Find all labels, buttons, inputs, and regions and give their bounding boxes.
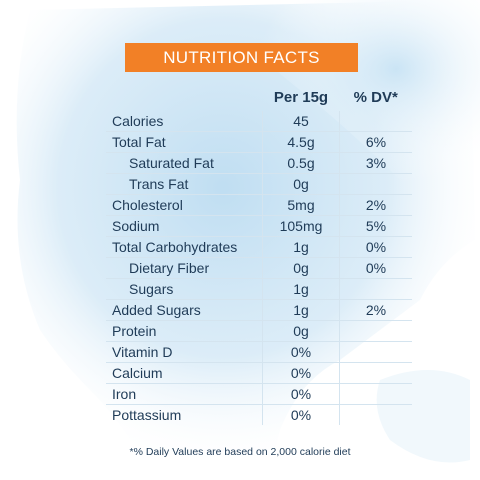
blank-header-cell xyxy=(106,83,263,111)
table-row: Calories 45 xyxy=(106,111,412,132)
nutrient-name: Total Carbohydrates xyxy=(106,236,263,258)
dv-column-header: % DV* xyxy=(353,88,398,106)
nutrient-daily-value: 2% xyxy=(339,299,412,321)
table-row: Sugars 1g xyxy=(106,278,412,300)
table-row: Trans Fat 0g xyxy=(106,173,412,195)
nutrient-amount: 0% xyxy=(262,404,340,425)
table-row: Added Sugars 1g 2% xyxy=(106,299,412,321)
table-row: Cholesterol 5mg 2% xyxy=(106,194,412,216)
table-row: Vitamin D 0% xyxy=(106,341,412,363)
nutrient-amount: 105mg xyxy=(262,215,340,237)
nutrient-daily-value xyxy=(339,341,412,363)
table-row: Sodium 105mg 5% xyxy=(106,215,412,237)
nutrient-name: Saturated Fat xyxy=(106,152,263,174)
nutrient-name: Protein xyxy=(106,320,263,342)
nutrition-table: Per 15g % DV* Calories 45 Total Fat 4.5g 6% S… xyxy=(106,83,412,425)
nutrient-amount: 0g xyxy=(262,257,340,279)
nutrient-name: Sugars xyxy=(106,278,263,300)
nutrient-daily-value: 2% xyxy=(339,194,412,216)
nutrient-amount: 0g xyxy=(262,320,340,342)
nutrient-amount: 0% xyxy=(262,341,340,363)
nutrient-daily-value: 6% xyxy=(339,131,412,153)
nutrient-name: Added Sugars xyxy=(106,299,263,321)
nutrient-name: Vitamin D xyxy=(106,341,263,363)
nutrient-name: Iron xyxy=(106,383,263,405)
nutrient-daily-value xyxy=(339,383,412,405)
nutrient-daily-value xyxy=(339,278,412,300)
nutrient-name: Trans Fat xyxy=(106,173,263,195)
nutrient-name: Pottassium xyxy=(112,407,182,423)
nutrient-daily-value: 5% xyxy=(339,215,412,237)
nutrient-daily-value xyxy=(339,362,412,384)
table-row: Iron 0% xyxy=(106,383,412,405)
nutrient-name: Sodium xyxy=(106,215,263,237)
nutrient-daily-value xyxy=(340,405,413,426)
nutrient-daily-value xyxy=(339,320,412,342)
nutrient-amount: 0% xyxy=(262,362,340,384)
table-row: Dietary Fiber 0g 0% xyxy=(106,257,412,279)
nutrient-daily-value xyxy=(339,173,412,195)
nutrient-name: Dietary Fiber xyxy=(106,257,263,279)
nutrient-name: Total Fat xyxy=(106,131,263,153)
nutrient-amount: 0% xyxy=(262,383,340,405)
nutrition-table-body: Calories 45 Total Fat 4.5g 6% Saturated Fat 0.… xyxy=(106,111,412,425)
nutrient-daily-value: 3% xyxy=(339,152,412,174)
nutrient-amount: 1g xyxy=(262,299,340,321)
table-row: Pottassium 0% xyxy=(106,404,413,426)
per-column-header: Per 15g xyxy=(273,88,329,106)
nutrient-amount: 0g xyxy=(262,173,340,195)
nutrient-amount: 45 xyxy=(262,111,340,132)
table-row: Protein 0g xyxy=(106,320,412,342)
daily-value-footnote: *% Daily Values are based on 2,000 calor… xyxy=(129,446,351,458)
table-row: Total Carbohydrates 1g 0% xyxy=(106,236,412,258)
nutrient-daily-value xyxy=(339,111,412,132)
table-row: Calcium 0% xyxy=(106,362,412,384)
nutrient-name: Cholesterol xyxy=(106,194,263,216)
nutrition-facts-header: NUTRITION FACTS xyxy=(125,43,358,72)
nutrient-amount: 0.5g xyxy=(262,152,340,174)
nutrient-amount: 1g xyxy=(262,236,340,258)
nutrient-name: Calcium xyxy=(106,362,263,384)
nutrient-amount: 5mg xyxy=(262,194,340,216)
table-row: Saturated Fat 0.5g 3% xyxy=(106,152,412,174)
nutrient-name: Calories xyxy=(106,111,263,132)
table-header-row: Per 15g % DV* xyxy=(106,83,412,111)
nutrient-daily-value: 0% xyxy=(339,257,412,279)
nutrient-amount: 4.5g xyxy=(262,131,340,153)
nutrient-daily-value: 0% xyxy=(339,236,412,258)
header-title: NUTRITION FACTS xyxy=(163,47,320,67)
table-row: Total Fat 4.5g 6% xyxy=(106,131,412,153)
nutrient-amount: 1g xyxy=(262,278,340,300)
